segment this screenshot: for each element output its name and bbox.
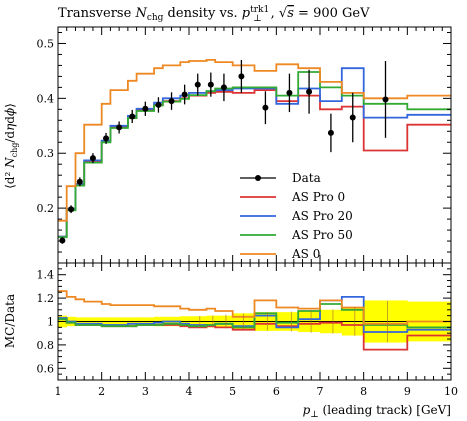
ratio-y-axis: 0.6 0.8 1 1.2 1.4 bbox=[37, 268, 451, 375]
main-y-axis: 0.2 0.3 0.4 0.5 bbox=[37, 31, 451, 253]
main-series-as-pro-50 bbox=[58, 71, 451, 239]
x-tick-label: 1 bbox=[55, 385, 62, 398]
main-y-label: ⟨d² Nchg/dηdϕ⟩ bbox=[3, 103, 19, 189]
y-tick-label: 0.2 bbox=[37, 202, 55, 215]
data-point bbox=[238, 73, 245, 80]
x-axis: 1 2 3 4 5 6 7 8 9 10 bbox=[55, 27, 458, 398]
x-tick-label: 10 bbox=[444, 385, 458, 398]
data-point bbox=[194, 81, 201, 88]
legend-label: AS Pro 50 bbox=[291, 228, 353, 242]
main-plot-area bbox=[58, 59, 451, 244]
data-point bbox=[89, 155, 96, 162]
data-point bbox=[327, 129, 334, 136]
data-point bbox=[207, 81, 214, 88]
data-point bbox=[168, 98, 175, 105]
chart-title: Transverse Nchg density vs. ptrk1 ⊥, √s =… bbox=[58, 5, 370, 24]
data-point bbox=[155, 101, 162, 108]
ratio-y-tick-label: 1 bbox=[47, 316, 54, 329]
legend-data-marker bbox=[255, 175, 261, 181]
ratio-y-tick-label: 0.6 bbox=[37, 362, 55, 375]
data-point bbox=[76, 178, 83, 185]
ratio-panel: 0.6 0.8 1 1.2 1.4 1 2 3 4 5 6 7 8 9 10 MC/Data p⊥ (le… bbox=[3, 27, 458, 420]
ratio-y-tick-label: 1.4 bbox=[37, 269, 55, 282]
data-point bbox=[349, 114, 356, 121]
data-point bbox=[103, 135, 110, 142]
ratio-plot-area bbox=[58, 290, 452, 351]
ratio-series-as-pro-50 bbox=[58, 303, 451, 329]
x-tick-label: 7 bbox=[317, 385, 324, 398]
x-tick-label: 6 bbox=[273, 385, 280, 398]
ratio-y-tick-label: 0.8 bbox=[37, 339, 55, 352]
y-tick-label: 0.5 bbox=[37, 37, 55, 50]
x-tick-label: 9 bbox=[404, 385, 411, 398]
data-point bbox=[142, 105, 149, 112]
x-tick-label: 2 bbox=[98, 385, 105, 398]
main-series-as-pro-0 bbox=[58, 89, 451, 238]
data-point bbox=[59, 237, 66, 244]
x-tick-label: 3 bbox=[142, 385, 149, 398]
data-point bbox=[116, 124, 123, 131]
data-point bbox=[220, 84, 227, 91]
data-point bbox=[382, 96, 389, 103]
data-point bbox=[181, 91, 188, 98]
x-tick-label: 8 bbox=[360, 385, 367, 398]
ratio-series-as-0 bbox=[58, 290, 451, 325]
data-point bbox=[68, 206, 75, 213]
data-point bbox=[306, 88, 313, 95]
x-tick-label: 4 bbox=[186, 385, 193, 398]
data-point bbox=[286, 89, 293, 96]
x-axis-label: p⊥ (leading track) [GeV] bbox=[303, 403, 451, 420]
main-panel: 0.2 0.3 0.4 0.5 ⟨d² Nchg/dηdϕ⟩ Data AS Pro 0… bbox=[3, 26, 452, 264]
legend-label: AS 0 bbox=[291, 247, 320, 261]
data-point bbox=[262, 104, 269, 111]
legend-label: AS Pro 20 bbox=[291, 209, 353, 223]
x-tick-label: 5 bbox=[229, 385, 236, 398]
legend: Data AS Pro 0 AS Pro 20 AS Pro 50 AS 0 bbox=[240, 171, 353, 261]
ratio-y-label: MC/Data bbox=[3, 294, 17, 348]
y-tick-label: 0.3 bbox=[37, 147, 55, 160]
ratio-y-tick-label: 1.2 bbox=[37, 292, 55, 305]
y-tick-label: 0.4 bbox=[37, 92, 55, 105]
data-point bbox=[129, 113, 136, 120]
main-series-as-0 bbox=[58, 59, 451, 222]
legend-label: Data bbox=[292, 171, 321, 185]
main-frame bbox=[57, 26, 452, 264]
legend-label: AS Pro 0 bbox=[291, 190, 345, 204]
